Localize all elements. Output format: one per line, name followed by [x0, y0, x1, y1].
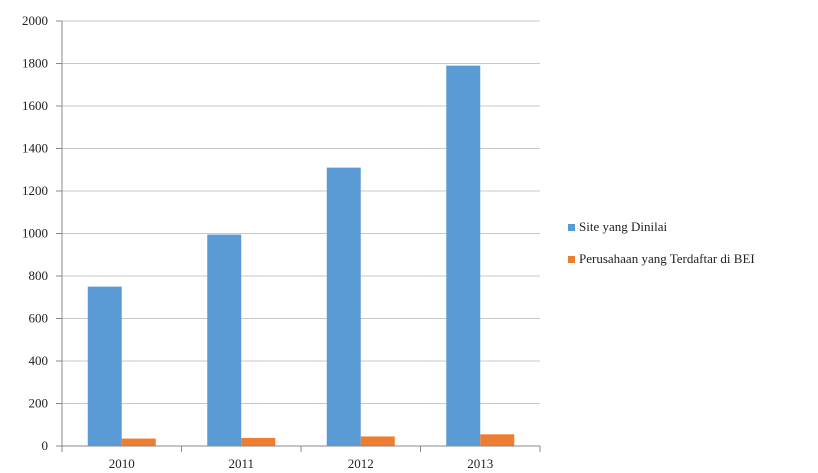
bar-perusahaan-terdaftar [241, 437, 276, 446]
y-tick-label: 200 [29, 396, 49, 411]
y-tick-label: 600 [29, 311, 49, 326]
x-tick-label: 2012 [348, 456, 374, 471]
bar-site-yang-dinilai [207, 234, 242, 446]
legend: Site yang Dinilai Perusahaan yang Terdaf… [568, 216, 755, 280]
x-tick-label: 2010 [109, 456, 135, 471]
y-tick-label: 1400 [22, 141, 48, 156]
y-tick-label: 0 [42, 438, 49, 453]
gridlines [62, 20, 540, 404]
y-tick-label: 400 [29, 353, 49, 368]
x-tick-label: 2013 [467, 456, 493, 471]
bar-perusahaan-terdaftar [121, 438, 156, 446]
bar-site-yang-dinilai [446, 65, 481, 446]
legend-label: Perusahaan yang Terdaftar di BEI [579, 251, 755, 266]
y-tick-label: 2000 [22, 13, 48, 28]
bar-perusahaan-terdaftar [480, 434, 515, 446]
y-axis-tick-labels: 0 200 400 600 800 1000 1200 1400 1600 1800 2000 [22, 13, 62, 453]
legend-label: Site yang Dinilai [579, 219, 668, 234]
legend-item-site-yang-dinilai: Site yang Dinilai [568, 216, 755, 238]
y-tick-label: 800 [29, 268, 49, 283]
legend-swatch-orange [568, 255, 575, 263]
legend-swatch-blue [568, 223, 575, 231]
y-tick-label: 1000 [22, 226, 48, 241]
x-axis-tick-labels: 2010 2011 2012 2013 [61, 446, 541, 471]
y-tick-label: 1600 [22, 98, 48, 113]
bars [87, 65, 515, 446]
legend-item-perusahaan-terdaftar: Perusahaan yang Terdaftar di BEI [568, 248, 755, 270]
bar-site-yang-dinilai [326, 167, 361, 446]
bar-site-yang-dinilai [87, 286, 122, 446]
y-tick-label: 1800 [22, 56, 48, 71]
y-tick-label: 1200 [22, 183, 48, 198]
x-tick-label: 2011 [228, 456, 254, 471]
bar-perusahaan-terdaftar [360, 436, 395, 446]
